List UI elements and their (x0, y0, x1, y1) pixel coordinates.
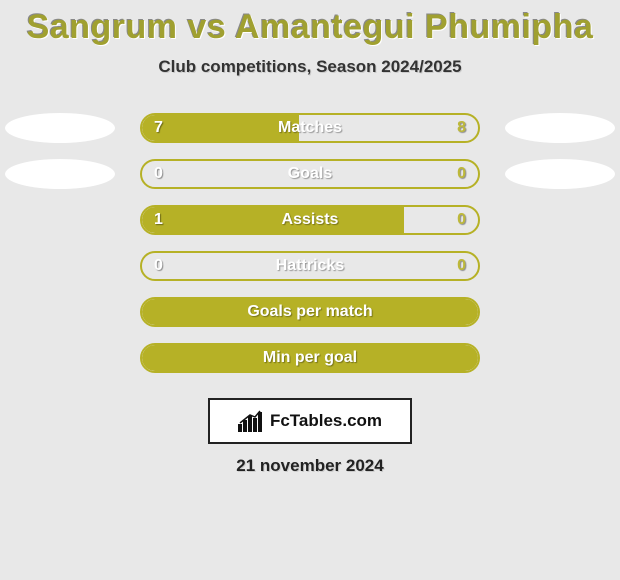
player-left-ellipse (5, 159, 115, 189)
date-label: 21 november 2024 (0, 456, 620, 476)
stat-bar: 0 0Goals (140, 159, 480, 189)
stat-row: Goals per match (0, 289, 620, 335)
stat-bar: 0 0Hattricks (140, 251, 480, 281)
logo-text: FcTables.com (270, 411, 382, 431)
stat-row: 78Matches (0, 105, 620, 151)
player-left-ellipse (5, 113, 115, 143)
player-right-ellipse (505, 113, 615, 143)
stat-rows: 78Matches00Goals10Assists00HattricksGoal… (0, 105, 620, 381)
stat-label: Goals (142, 161, 478, 187)
stat-left-value: 1 (142, 207, 175, 233)
stat-right-value: 0 (445, 253, 478, 279)
stat-right-value: 0 (445, 161, 478, 187)
stat-bar: Goals per match (140, 297, 480, 327)
player-right-ellipse (505, 159, 615, 189)
page-title: Sangrum vs Amantegui Phumipha (0, 8, 620, 47)
stat-row: Min per goal (0, 335, 620, 381)
stat-bar-fill (142, 345, 478, 371)
stat-left-value: 0 (142, 161, 175, 187)
stat-row: 10Assists (0, 197, 620, 243)
stat-right-value: 0 (445, 207, 478, 233)
stat-row: 0 0Goals (0, 151, 620, 197)
stat-row: 0 0Hattricks (0, 243, 620, 289)
stat-right-value: 8 (445, 115, 478, 141)
comparison-card: Sangrum vs Amantegui Phumipha Club compe… (0, 0, 620, 580)
stat-left-value: 0 (142, 253, 175, 279)
subtitle: Club competitions, Season 2024/2025 (0, 57, 620, 77)
stat-bar: Min per goal (140, 343, 480, 373)
stat-bar-fill (142, 207, 404, 233)
stat-left-value: 7 (142, 115, 175, 141)
fctables-icon (238, 410, 264, 432)
stat-label: Hattricks (142, 253, 478, 279)
stat-bar: 78Matches (140, 113, 480, 143)
logo-box[interactable]: FcTables.com (208, 398, 412, 444)
stat-bar: 10Assists (140, 205, 480, 235)
stat-bar-fill (142, 299, 478, 325)
